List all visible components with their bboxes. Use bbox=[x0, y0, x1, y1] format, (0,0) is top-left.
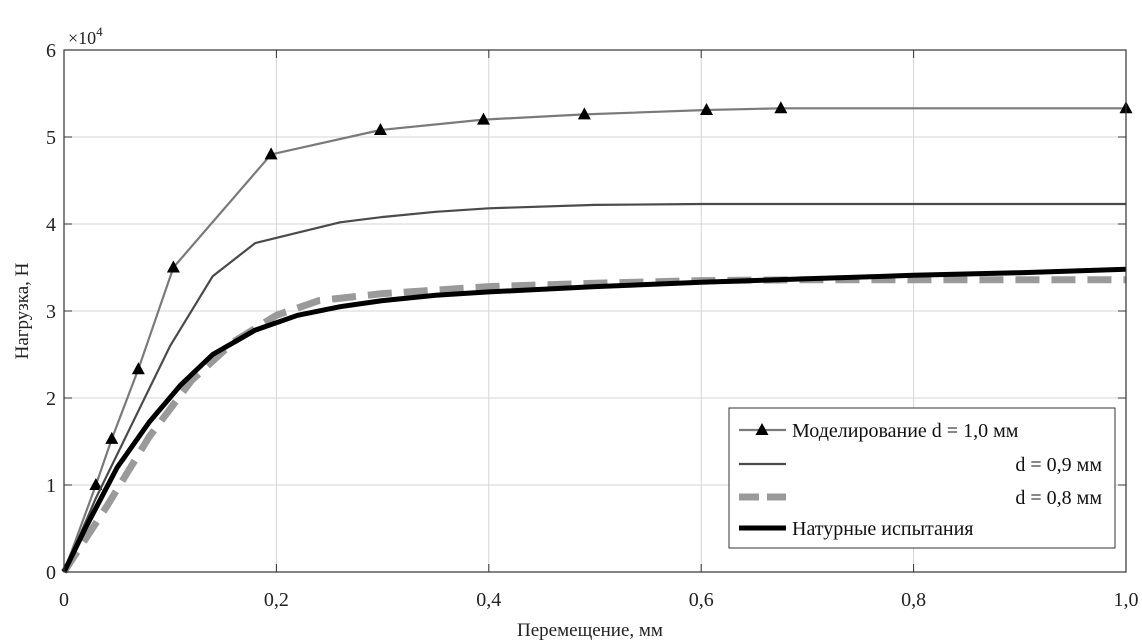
x-tick-label: 1,0 bbox=[1114, 589, 1139, 611]
series-1-triangle-marker bbox=[264, 147, 278, 160]
legend: Моделирование d = 1,0 мм d = 0,9 мм d = 0,… bbox=[728, 407, 1116, 549]
x-tick-label: 0,4 bbox=[476, 589, 501, 611]
y-tick-label: 3 bbox=[46, 301, 56, 323]
y-multiplier-base: ×10 bbox=[68, 28, 96, 48]
series-line-1 bbox=[62, 107, 1126, 573]
tick-labels: 0 0,2 0,4 0,6 0,8 1,0 0 1 2 3 4 5 6 bbox=[46, 40, 1139, 611]
legend-label-2: d = 0,9 мм bbox=[1015, 454, 1102, 476]
y-multiplier: ×104 bbox=[68, 24, 103, 48]
legend-label-1: Моделирование d = 1,0 мм bbox=[792, 420, 1019, 442]
series-1-triangle-marker bbox=[131, 362, 145, 375]
y-tick-label: 2 bbox=[46, 388, 56, 410]
legend-label-4: Натурные испытания bbox=[792, 518, 973, 540]
y-tick-label: 5 bbox=[46, 127, 56, 149]
series-line-2 bbox=[62, 202, 1126, 573]
series-layer bbox=[61, 101, 1133, 574]
y-tick-label: 4 bbox=[46, 214, 56, 236]
series-1-triangle-marker bbox=[577, 107, 591, 120]
y-axis-label: Нагрузка, Н bbox=[12, 262, 33, 359]
x-tick-label: 0,2 bbox=[264, 589, 289, 611]
series-line-4 bbox=[61, 266, 1127, 574]
ticks bbox=[63, 49, 1127, 573]
series-1-triangle-marker bbox=[774, 101, 788, 114]
series-1-triangle-marker bbox=[476, 112, 490, 125]
y-tick-label: 0 bbox=[46, 562, 56, 584]
x-tick-label: 0 bbox=[59, 589, 69, 611]
y-tick-label: 6 bbox=[46, 40, 56, 62]
x-axis-label: Перемещение, мм bbox=[517, 620, 663, 641]
series-1-triangle-marker bbox=[373, 123, 387, 136]
legend-triangle-marker bbox=[755, 423, 769, 435]
x-tick-label: 0,6 bbox=[689, 589, 714, 611]
x-tick-label: 0,8 bbox=[901, 589, 926, 611]
series-1-triangle-marker bbox=[105, 431, 119, 444]
grid bbox=[64, 50, 1126, 572]
series-1-triangle-marker bbox=[166, 260, 180, 273]
series-1-triangle-marker bbox=[700, 103, 714, 116]
legend-box bbox=[728, 407, 1116, 549]
y-multiplier-exponent: 4 bbox=[96, 24, 103, 39]
series-1-triangle-marker bbox=[89, 478, 103, 490]
legend-label-3: d = 0,8 мм bbox=[1015, 487, 1102, 509]
series-line-3 bbox=[61, 276, 1126, 574]
y-tick-label: 1 bbox=[46, 475, 56, 497]
